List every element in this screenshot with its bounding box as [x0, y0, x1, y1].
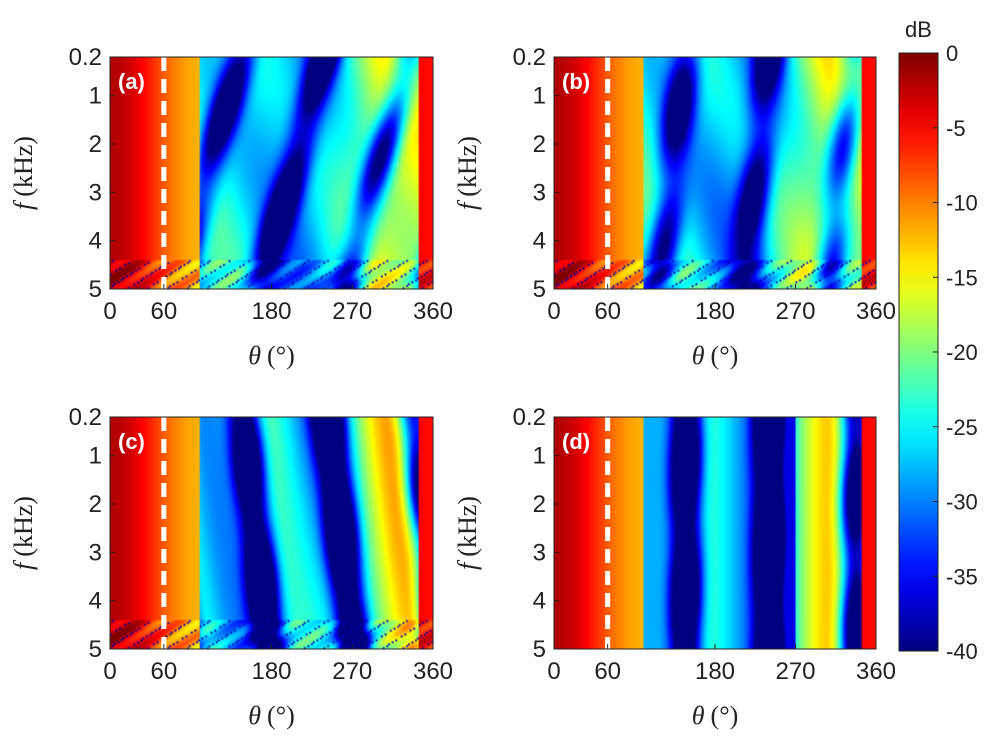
x-axis-unit: (°): [711, 701, 739, 730]
heatmap-image: [554, 417, 876, 649]
panel-3: 0 60 180 270 360 0.2 1 2 3 4 5 θ (°) f (kHz) (c): [9, 404, 453, 730]
x-tick-label: 60: [150, 298, 177, 325]
x-tick-label: 360: [856, 658, 896, 685]
colorbar: 0 -5 -10 -15 -20 -25 -30 -35 -40 dB: [898, 17, 978, 664]
panel-4: 0 60 180 270 360 0.2 1 2 3 4 5 θ (°) f (kHz) (d): [453, 404, 896, 730]
colorbar-tick-label: -15: [946, 265, 978, 290]
x-axis-unit: (°): [267, 341, 295, 370]
colorbar-tick-label: -10: [946, 191, 978, 216]
y-tick-label: 1: [533, 83, 546, 110]
y-tick-label: 3: [533, 539, 546, 566]
heatmap-image: [110, 57, 433, 289]
x-axis-label: θ (°): [692, 341, 739, 370]
panel-label: (b): [562, 69, 590, 94]
y-tick-label: 5: [533, 636, 546, 663]
y-tick-label: 4: [533, 228, 546, 255]
colorbar-label: dB: [905, 17, 932, 42]
y-tick-label: 0.2: [69, 404, 102, 431]
x-axis-symbol: θ: [692, 701, 705, 730]
x-tick-label: 0: [547, 658, 560, 685]
x-tick-label: 360: [413, 298, 453, 325]
y-axis-label: f (kHz): [9, 496, 38, 570]
panel-1: 0 60 180 270 360 0.2 1 2 3 4 5 θ (°) f (kHz) (a): [9, 44, 453, 370]
colorbar-tick-label: -35: [946, 564, 978, 589]
y-axis-unit: (kHz): [9, 496, 38, 557]
y-tick-label: 3: [89, 539, 102, 566]
colorbar-tick-label: -30: [946, 490, 978, 515]
x-axis-unit: (°): [711, 341, 739, 370]
x-tick-label: 0: [547, 298, 560, 325]
y-axis-unit: (kHz): [9, 136, 38, 197]
y-axis-label: f (kHz): [453, 496, 482, 570]
y-tick-label: 2: [89, 131, 102, 158]
y-axis-symbol: f: [9, 199, 38, 210]
x-axis-symbol: θ: [248, 341, 261, 370]
y-tick-label: 0.2: [513, 404, 546, 431]
y-tick-label: 0.2: [513, 44, 546, 71]
colorbar-gradient: [898, 52, 939, 652]
y-axis-label: f (kHz): [9, 136, 38, 210]
x-tick-label: 0: [103, 298, 116, 325]
x-axis-unit: (°): [267, 701, 295, 730]
x-tick-label: 270: [332, 298, 372, 325]
colorbar-tick-label: -25: [946, 415, 978, 440]
y-tick-label: 2: [533, 131, 546, 158]
panel-label: (c): [118, 429, 145, 454]
x-tick-label: 270: [332, 658, 372, 685]
panel-label: (a): [118, 69, 145, 94]
x-tick-label: 360: [856, 298, 896, 325]
y-tick-label: 3: [89, 179, 102, 206]
colorbar-tick-label: -5: [946, 116, 966, 141]
x-axis-symbol: θ: [248, 701, 261, 730]
y-tick-label: 1: [533, 443, 546, 470]
y-tick-label: 1: [89, 83, 102, 110]
x-tick-label: 180: [695, 298, 735, 325]
x-axis-label: θ (°): [248, 701, 295, 730]
y-axis-label: f (kHz): [453, 136, 482, 210]
x-tick-label: 60: [150, 658, 177, 685]
x-axis-label: θ (°): [692, 701, 739, 730]
colorbar-tick-label: -40: [946, 639, 978, 664]
heatmap-image: [110, 417, 433, 649]
y-tick-label: 4: [89, 228, 102, 255]
x-tick-label: 0: [103, 658, 116, 685]
colorbar-tick-label: 0: [946, 41, 958, 66]
x-axis-symbol: θ: [692, 341, 705, 370]
y-tick-label: 2: [533, 491, 546, 518]
x-tick-label: 180: [695, 658, 735, 685]
y-axis-unit: (kHz): [453, 136, 482, 197]
heatmap-image: [554, 57, 876, 289]
x-tick-label: 60: [594, 658, 621, 685]
x-axis-label: θ (°): [248, 341, 295, 370]
y-axis-symbol: f: [9, 559, 38, 570]
y-tick-label: 1: [89, 443, 102, 470]
x-tick-label: 60: [594, 298, 621, 325]
y-tick-label: 5: [533, 276, 546, 303]
y-axis-symbol: f: [453, 559, 482, 570]
x-tick-label: 270: [775, 298, 815, 325]
x-tick-label: 270: [775, 658, 815, 685]
y-tick-label: 0.2: [69, 44, 102, 71]
y-axis-symbol: f: [453, 199, 482, 210]
x-tick-label: 360: [413, 658, 453, 685]
y-tick-label: 2: [89, 491, 102, 518]
y-axis-unit: (kHz): [453, 496, 482, 557]
colorbar-tick-label: -20: [946, 340, 978, 365]
x-tick-label: 180: [251, 658, 291, 685]
y-tick-label: 5: [89, 276, 102, 303]
panel-2: 0 60 180 270 360 0.2 1 2 3 4 5 θ (°) f (kHz) (b): [453, 44, 896, 370]
y-tick-label: 5: [89, 636, 102, 663]
y-tick-label: 3: [533, 179, 546, 206]
y-tick-label: 4: [89, 588, 102, 615]
x-tick-label: 180: [251, 298, 291, 325]
panel-label: (d): [562, 429, 590, 454]
y-tick-label: 4: [533, 588, 546, 615]
